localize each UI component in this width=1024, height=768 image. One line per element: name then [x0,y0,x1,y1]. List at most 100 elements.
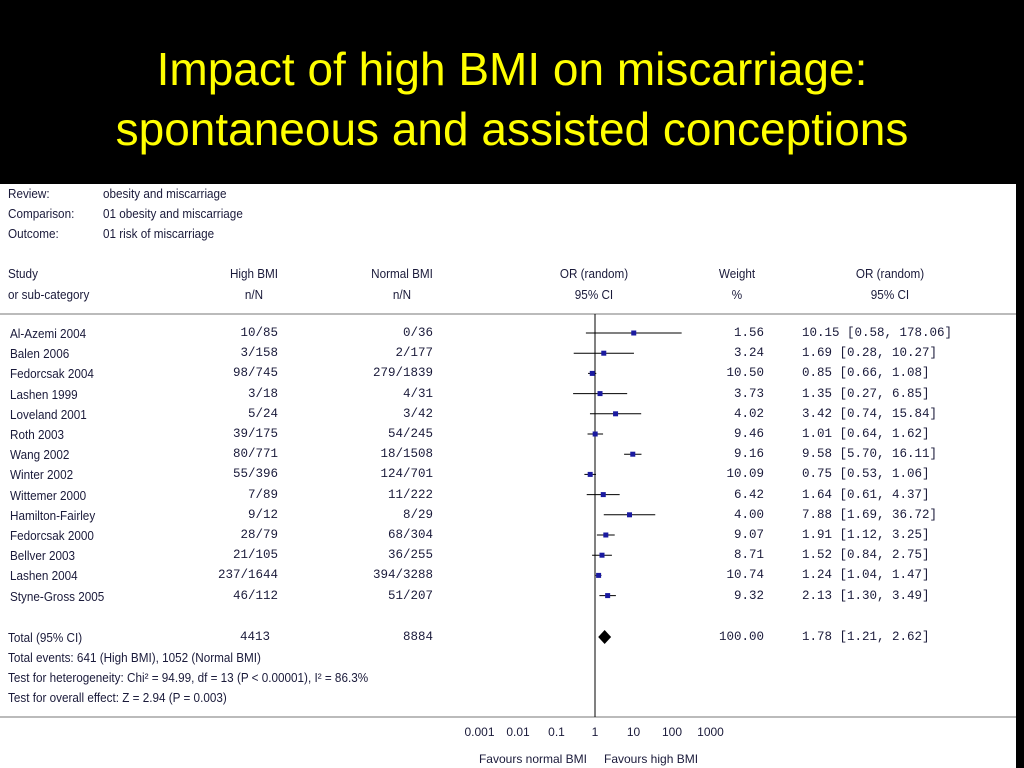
normal-bmi-count: 394/3288 [372,568,433,583]
study-name: Styne-Gross 2005 [10,588,105,604]
study-name: Wang 2002 [10,447,70,463]
study-or-ci: 3.42 [0.74, 15.84] [802,406,938,421]
study-or-ci: 1.52 [0.84, 2.75] [802,548,930,563]
outcome-value: 01 risk of miscarriage [103,226,215,241]
study-name: Fedorcsak 2004 [10,366,94,382]
normal-bmi-count: 279/1839 [372,366,433,381]
study-weight: 9.16 [733,447,764,462]
study-weight: 10.09 [726,467,764,482]
overall-effect-note: Test for overall effect: Z = 2.94 (P = 0… [8,690,227,705]
high-bmi-count: 46/112 [232,588,278,603]
normal-bmi-count: 8/29 [402,507,433,522]
study-name: Winter 2002 [10,467,74,483]
study-marker [627,512,633,518]
study-marker [592,431,598,437]
study-weight: 4.00 [733,507,764,522]
normal-bmi-count: 51/207 [387,588,433,603]
study-marker [631,330,637,336]
high-bmi-count: 39/175 [232,427,278,441]
high-bmi-count: 237/1644 [217,568,278,583]
study-name: Al-Azemi 2004 [10,326,87,341]
normal-bmi-count: 4/31 [402,386,433,401]
study-name: Balen 2006 [10,346,70,362]
high-bmi-count: 3/18 [247,386,278,401]
study-or-ci: 2.13 [1.30, 3.49] [802,588,930,603]
title-bar: Impact of high BMI on miscarriage: spont… [0,0,1024,184]
study-weight: 8.71 [733,548,764,563]
study-weight: 10.50 [726,366,764,381]
normal-bmi-count: 0/36 [402,326,433,340]
study-or-ci: 1.01 [0.64, 1.62] [802,427,930,441]
col-or-ci-header: OR (random) [855,266,925,281]
study-weight: 3.24 [733,346,764,361]
study-or-ci: 9.58 [5.70, 16.11] [802,447,938,462]
x-tick-label: 0.1 [548,725,565,739]
study-weight: 6.42 [733,487,764,502]
x-tick-label: 0.01 [506,725,530,739]
total-label: Total (95% CI) [8,630,83,645]
study-marker [601,350,607,356]
study-marker [597,391,603,397]
col-or-plot-subheader: 95% CI [574,287,614,302]
high-bmi-count: 7/89 [247,487,278,502]
high-bmi-count: 5/24 [247,406,278,421]
review-label: Review: [8,186,50,201]
study-marker [630,451,636,457]
col-or-ci-subheader: 95% CI [870,287,910,302]
study-weight: 3.73 [733,386,764,401]
col-high-bmi-subheader: n/N [244,287,264,302]
high-bmi-count: 3/158 [240,346,278,361]
study-name: Lashen 2004 [10,568,78,584]
forest-plot-panel: Review: obesity and miscarriage Comparis… [0,184,1016,768]
outcome-label: Outcome: [8,226,59,241]
normal-bmi-count: 11/222 [387,487,433,502]
high-bmi-count: 10/85 [240,326,278,340]
study-name: Bellver 2003 [10,548,76,564]
total-high-bmi: 4413 [239,630,270,644]
total-or-ci: 1.78 [1.21, 2.62] [802,630,930,644]
study-or-ci: 1.35 [0.27, 6.85] [802,386,930,401]
comparison-value: 01 obesity and miscarriage [103,206,243,221]
study-marker [600,492,606,498]
study-or-ci: 1.91 [1.12, 3.25] [802,528,930,542]
normal-bmi-count: 36/255 [387,548,433,563]
normal-bmi-count: 54/245 [387,427,433,441]
study-or-ci: 0.85 [0.66, 1.08] [802,366,930,381]
study-marker [587,471,593,477]
col-high-bmi-header: High BMI [229,266,279,281]
col-weight-header: Weight [718,266,756,281]
x-tick-label: 100 [662,725,682,739]
normal-bmi-count: 2/177 [395,346,433,361]
col-study-subheader: or sub-category [8,287,90,302]
total-events-note: Total events: 641 (High BMI), 1052 (Norm… [8,650,261,665]
study-or-ci: 10.15 [0.58, 178.06] [802,326,953,340]
high-bmi-count: 28/79 [240,528,278,542]
study-marker [589,370,595,376]
study-marker [599,552,605,558]
study-name: Lashen 1999 [10,386,78,402]
study-or-ci: 0.75 [0.53, 1.06] [802,467,930,482]
normal-bmi-count: 3/42 [402,406,433,421]
study-name: Hamilton-Fairley [10,507,96,523]
review-value: obesity and miscarriage [103,186,227,201]
study-name: Loveland 2001 [10,406,87,422]
study-name: Roth 2003 [10,427,64,442]
favours-normal-label: Favours normal BMI [479,752,587,766]
study-or-ci: 1.64 [0.61, 4.37] [802,487,930,502]
col-normal-bmi-header: Normal BMI [371,266,433,281]
heterogeneity-note: Test for heterogeneity: Chi² = 94.99, df… [8,670,369,685]
study-or-ci: 7.88 [1.69, 36.72] [802,507,938,522]
study-weight: 1.56 [733,326,764,340]
high-bmi-count: 98/745 [232,366,278,381]
study-weight: 9.46 [733,427,764,441]
study-name: Wittemer 2000 [10,487,87,503]
x-tick-label: 1 [592,725,599,739]
high-bmi-count: 80/771 [232,447,278,462]
favours-high-label: Favours high BMI [604,752,698,766]
study-marker [605,593,611,599]
study-marker [603,532,609,538]
high-bmi-count: 9/12 [247,507,278,522]
study-or-ci: 1.69 [0.28, 10.27] [802,346,938,361]
col-study-header: Study [8,266,38,281]
slide-title-line-1: Impact of high BMI on miscarriage: [156,43,868,95]
